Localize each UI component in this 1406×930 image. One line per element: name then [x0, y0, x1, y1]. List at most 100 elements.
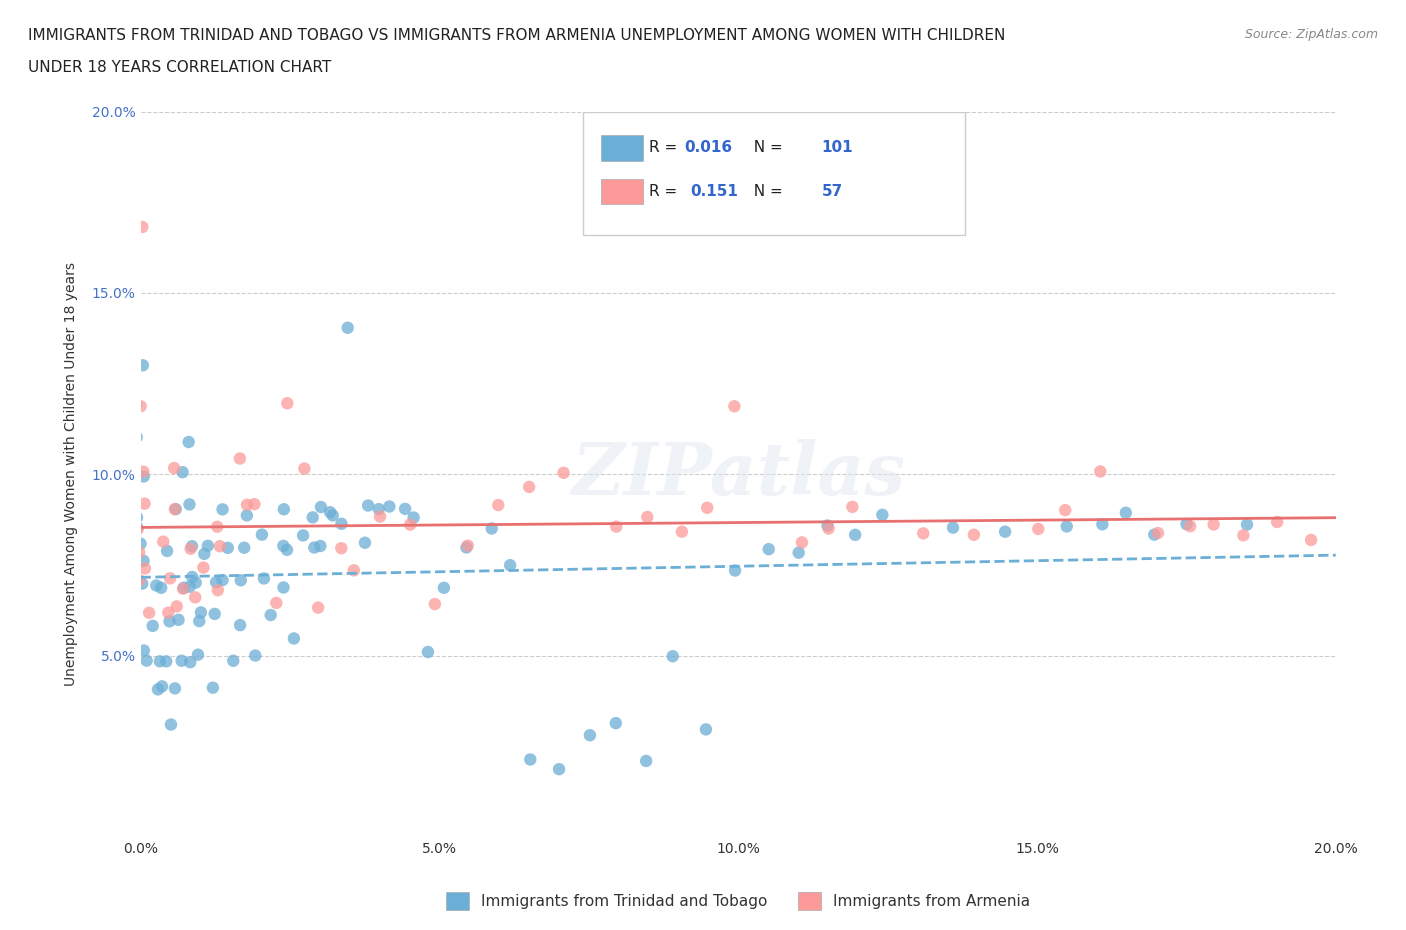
Point [159, 571, 181, 586]
Point [695, 722, 717, 737]
Point [236, 508, 259, 523]
Point [1091, 517, 1114, 532]
Point [135, 653, 157, 668]
Point [394, 501, 416, 516]
Point [150, 679, 173, 694]
Point [163, 460, 186, 475]
Point [758, 542, 780, 557]
Point [433, 580, 456, 595]
Point [205, 575, 228, 590]
Point [132, 643, 155, 658]
Point [229, 618, 252, 632]
Point [217, 540, 239, 555]
Point [233, 540, 256, 555]
Point [208, 538, 231, 553]
Point [142, 618, 165, 633]
Point [519, 752, 541, 767]
Text: IMMIGRANTS FROM TRINIDAD AND TOBAGO VS IMMIGRANTS FROM ARMENIA UNEMPLOYMENT AMON: IMMIGRANTS FROM TRINIDAD AND TOBAGO VS I… [28, 28, 1005, 43]
Point [367, 501, 389, 516]
Point [201, 680, 224, 695]
Point [817, 521, 839, 536]
Point [636, 510, 658, 525]
Point [553, 465, 575, 480]
Point [172, 465, 194, 480]
Text: ZIPatlas: ZIPatlas [571, 439, 905, 510]
Point [605, 716, 627, 731]
Point [273, 538, 295, 553]
Point [724, 563, 747, 578]
Point [181, 569, 204, 584]
Text: Source: ZipAtlas.com: Source: ZipAtlas.com [1244, 28, 1378, 41]
Point [179, 497, 201, 512]
Point [127, 522, 149, 537]
Point [163, 681, 186, 696]
Point [131, 219, 153, 234]
Point [124, 618, 146, 633]
Point [276, 542, 298, 557]
FancyBboxPatch shape [600, 135, 643, 161]
Point [457, 538, 479, 553]
Point [128, 573, 150, 588]
Point [260, 607, 283, 622]
Point [1299, 533, 1322, 548]
Point [307, 600, 329, 615]
Point [1178, 519, 1201, 534]
Point [134, 561, 156, 576]
Point [343, 563, 366, 578]
Point [399, 517, 422, 532]
Point [125, 430, 148, 445]
Point [207, 583, 229, 598]
Point [131, 577, 153, 591]
Point [378, 499, 401, 514]
Point [416, 644, 439, 659]
Point [790, 535, 813, 550]
Point [128, 545, 150, 560]
Point [636, 753, 658, 768]
Point [579, 728, 602, 743]
Point [204, 606, 226, 621]
Point [179, 579, 201, 594]
Point [1265, 514, 1288, 529]
Point [125, 397, 148, 412]
Point [368, 509, 391, 524]
Point [187, 647, 209, 662]
Point [149, 654, 172, 669]
Point [170, 653, 193, 668]
Y-axis label: Unemployment Among Women with Children Under 18 years: Unemployment Among Women with Children U… [65, 262, 77, 686]
Point [167, 612, 190, 627]
Point [165, 501, 187, 516]
Point [787, 545, 810, 560]
Text: N =: N = [744, 140, 787, 155]
Point [160, 717, 183, 732]
Point [319, 505, 342, 520]
Point [157, 605, 180, 620]
Point [276, 396, 298, 411]
Point [172, 581, 194, 596]
Text: 101: 101 [823, 140, 853, 155]
Point [354, 536, 377, 551]
Point [163, 501, 186, 516]
Point [155, 654, 177, 669]
Point [245, 648, 267, 663]
Point [1054, 503, 1077, 518]
Point [193, 560, 215, 575]
Point [207, 519, 229, 534]
Point [273, 580, 295, 595]
Legend: Immigrants from Trinidad and Tobago, Immigrants from Armenia: Immigrants from Trinidad and Tobago, Imm… [440, 885, 1036, 916]
Point [486, 498, 509, 512]
Point [211, 573, 233, 588]
Text: 0.151: 0.151 [690, 184, 738, 199]
Point [132, 464, 155, 479]
Point [402, 510, 425, 525]
Text: 0.016: 0.016 [685, 140, 733, 155]
Point [994, 525, 1017, 539]
Point [150, 580, 173, 595]
Point [1175, 517, 1198, 532]
Point [273, 502, 295, 517]
Point [283, 631, 305, 645]
Point [266, 595, 288, 610]
Point [1090, 464, 1112, 479]
Point [229, 573, 252, 588]
Point [197, 538, 219, 553]
Point [184, 590, 207, 604]
